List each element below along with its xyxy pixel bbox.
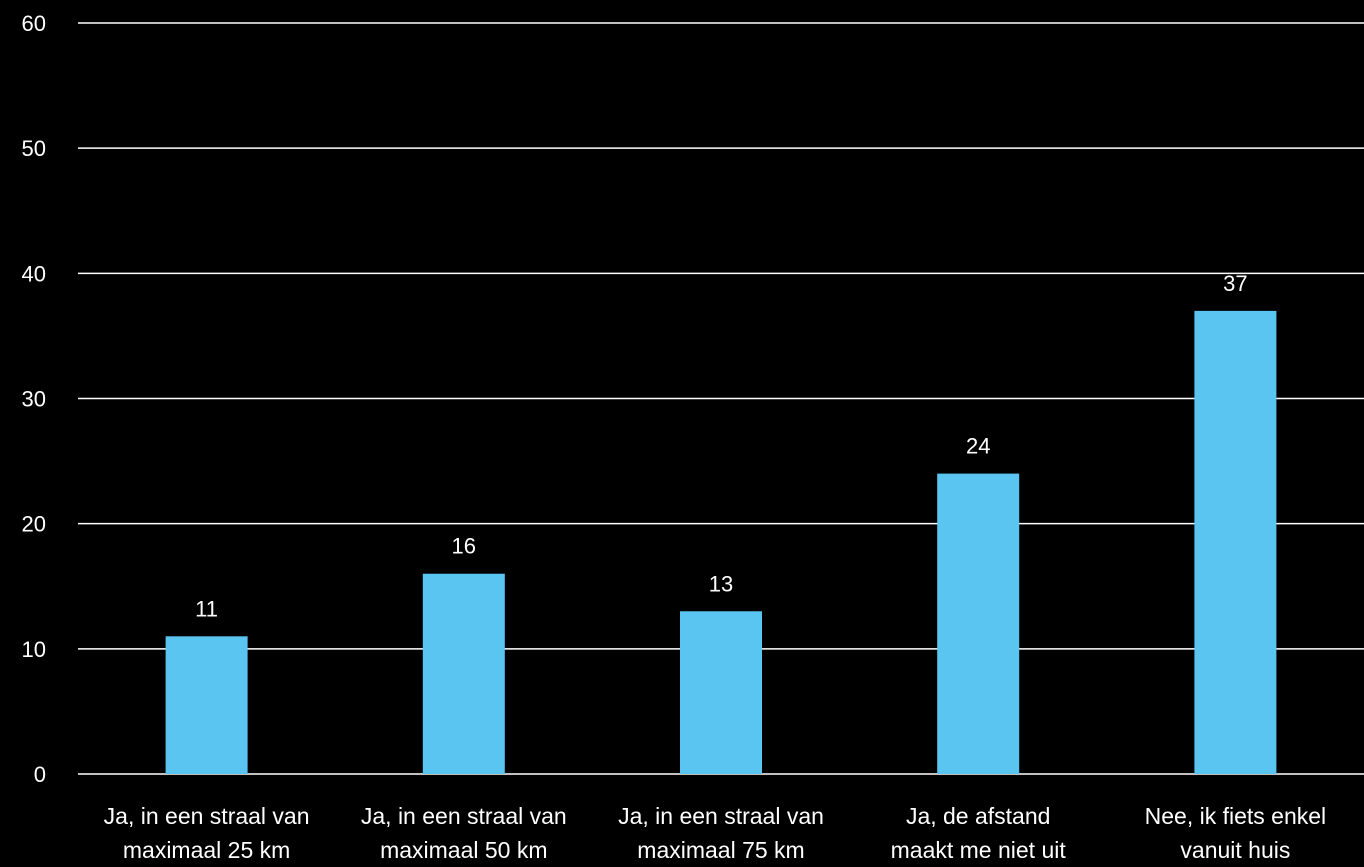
bar-4 — [937, 473, 1020, 774]
category-label-4-line-1: Ja, de afstand — [906, 803, 1051, 829]
category-label-1-line-1: Ja, in een straal van — [104, 803, 310, 829]
bar-3 — [680, 611, 762, 774]
x-axis-category-labels: Ja, in een straal van maximaal 25 km Ja, i… — [104, 803, 1326, 863]
category-label-5-line-2: vanuit huis — [1180, 837, 1290, 863]
category-label-2-line-2: maximaal 50 km — [380, 837, 547, 863]
bar-5 — [1194, 310, 1277, 774]
category-label-4-line-2: maakt me niet uit — [891, 837, 1067, 863]
bars — [165, 310, 1277, 774]
data-label-4: 24 — [966, 434, 990, 459]
y-tick-label-0: 0 — [34, 762, 46, 787]
data-label-2: 16 — [452, 534, 476, 559]
y-tick-label-60: 60 — [22, 11, 46, 36]
category-label-1-line-2: maximaal 25 km — [123, 837, 290, 863]
bar-2 — [422, 573, 505, 774]
data-label-1: 11 — [195, 596, 218, 621]
data-label-3: 13 — [709, 571, 733, 596]
category-label-2-line-1: Ja, in een straal van — [361, 803, 567, 829]
y-tick-label-30: 30 — [22, 387, 46, 412]
y-axis-tick-labels: 0 10 20 30 40 50 60 — [22, 11, 46, 787]
y-tick-label-20: 20 — [22, 512, 46, 537]
y-tick-label-50: 50 — [22, 136, 46, 161]
y-tick-label-40: 40 — [22, 261, 46, 286]
category-label-3-line-1: Ja, in een straal van — [618, 803, 824, 829]
data-labels: 11 16 13 24 37 — [195, 271, 1247, 621]
gridlines — [78, 22, 1364, 775]
bar-1 — [165, 636, 248, 774]
data-label-5: 37 — [1223, 271, 1247, 296]
category-label-5-line-1: Nee, ik fiets enkel — [1145, 803, 1327, 829]
y-tick-label-10: 10 — [22, 637, 46, 662]
category-label-3-line-2: maximaal 75 km — [637, 837, 804, 863]
